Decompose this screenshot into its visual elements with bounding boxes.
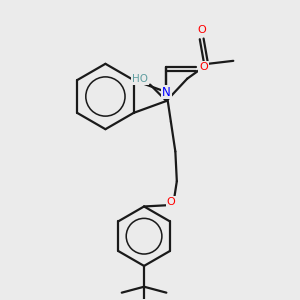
Text: O: O bbox=[167, 197, 175, 207]
Text: HO: HO bbox=[132, 74, 148, 84]
Text: N: N bbox=[162, 85, 171, 98]
Text: O: O bbox=[198, 25, 206, 34]
Text: O: O bbox=[199, 62, 208, 72]
